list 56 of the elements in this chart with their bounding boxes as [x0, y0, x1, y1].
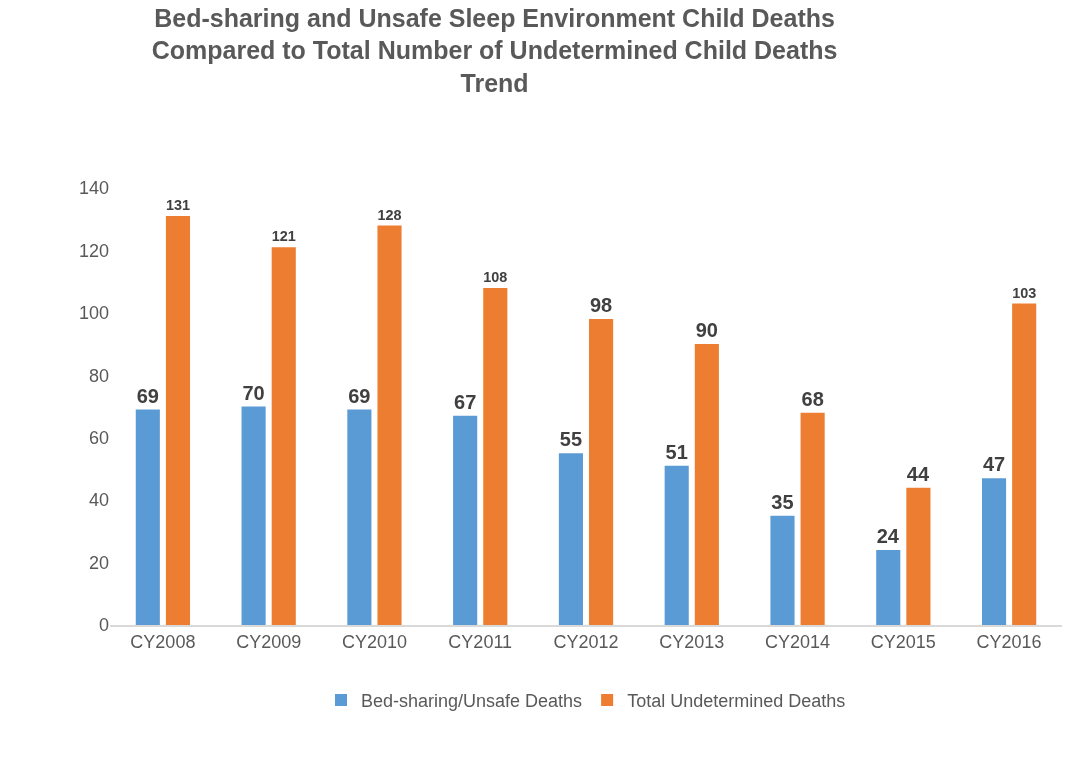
x-tick-label: CY2016: [976, 632, 1042, 653]
bar: [1012, 303, 1037, 625]
bar: [800, 412, 825, 625]
x-tick-label: CY2015: [870, 632, 936, 653]
x-tick-label: CY2012: [553, 632, 619, 653]
x-tick-label: CY2013: [659, 632, 725, 653]
data-label: 70: [242, 381, 265, 404]
data-label: 103: [1012, 284, 1037, 301]
bar: [694, 344, 719, 625]
data-label: 55: [559, 428, 583, 451]
bar: [377, 225, 402, 625]
y-tick-label: 0: [98, 615, 109, 636]
bar: [347, 409, 372, 625]
y-tick-label: 140: [78, 178, 109, 199]
data-label: 47: [982, 453, 1006, 476]
bar: [981, 478, 1007, 625]
x-tick-label: CY2010: [341, 632, 407, 653]
data-label: 69: [136, 384, 159, 407]
data-label: 24: [876, 525, 900, 548]
legend-label: Total Undetermined Deaths: [627, 691, 846, 712]
data-label: 128: [377, 206, 402, 223]
y-tick-label: 100: [78, 303, 109, 324]
bar: [770, 515, 795, 625]
y-tick-label: 80: [88, 365, 109, 386]
bar: [241, 406, 266, 625]
bar: [483, 287, 508, 625]
y-tick-label: 120: [78, 240, 109, 261]
bar: [664, 465, 689, 625]
data-label: 98: [589, 294, 613, 317]
data-label: 90: [695, 319, 718, 342]
x-tick-label: CY2009: [236, 632, 302, 653]
data-label: 51: [665, 440, 688, 463]
data-label: 68: [801, 387, 824, 410]
data-label: 69: [348, 384, 371, 407]
x-tick-label: CY2011: [448, 632, 513, 653]
y-tick-label: 40: [88, 490, 109, 511]
x-tick-label: CY2014: [765, 632, 831, 653]
bar: [589, 319, 614, 625]
bar: [876, 550, 901, 625]
chart-title: Bed-sharing and Unsafe Sleep Environment Child Deaths Compared to Total Number of Undetermined Child Deaths Trend: [151, 3, 838, 97]
legend-label: Bed-sharing/Unsafe Deaths: [361, 691, 583, 712]
bar: [135, 409, 160, 625]
data-label: 35: [771, 490, 794, 513]
x-tick-label: CY2008: [130, 632, 196, 653]
data-label: 131: [165, 197, 191, 214]
y-tick-label: 20: [88, 552, 109, 573]
data-label: 44: [906, 462, 930, 485]
y-tick-label: 60: [88, 428, 109, 449]
data-label: 108: [483, 269, 508, 285]
bar: [165, 216, 191, 625]
bar: [453, 415, 478, 625]
bar: [906, 487, 931, 625]
bar: [271, 247, 296, 625]
data-label: 67: [454, 390, 477, 413]
bar: [558, 453, 583, 625]
data-label: 121: [271, 228, 296, 245]
